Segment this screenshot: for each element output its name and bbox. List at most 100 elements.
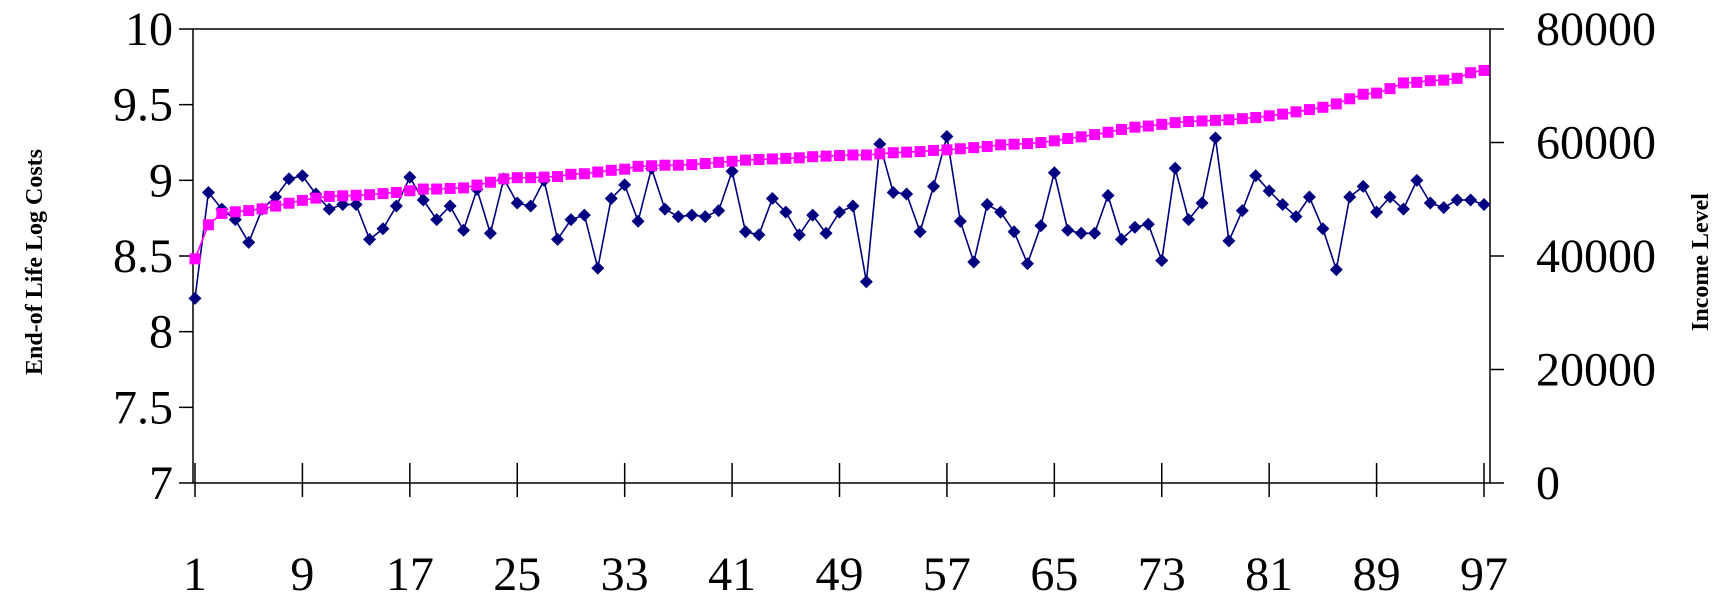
cost-point — [443, 199, 457, 213]
income-point — [1035, 137, 1047, 148]
income-point — [726, 155, 738, 167]
income-point — [740, 154, 752, 166]
cost-point — [1329, 263, 1343, 277]
cost-point — [269, 190, 283, 204]
cost-point — [819, 226, 833, 240]
income-point — [296, 194, 308, 206]
cost-point — [564, 213, 578, 227]
cost-point — [779, 205, 793, 219]
cost-point — [510, 196, 524, 210]
income-point — [699, 157, 711, 169]
cost-point — [1020, 257, 1034, 271]
income-point — [1008, 138, 1020, 150]
cost-point — [1208, 131, 1222, 145]
cost-point — [430, 213, 444, 227]
income-point — [968, 142, 980, 154]
income-point — [780, 152, 792, 164]
income-point — [860, 149, 872, 161]
series-layer — [188, 64, 1491, 305]
income-point — [1209, 114, 1221, 126]
y-tick-label: 9.5 — [113, 79, 173, 132]
cost-point — [833, 205, 846, 219]
income-point — [552, 171, 564, 183]
income-point — [417, 183, 429, 195]
income-point — [1424, 75, 1436, 87]
income-point — [1183, 116, 1195, 128]
income-point — [189, 253, 201, 265]
cost-point — [1477, 198, 1491, 212]
cost-point — [1155, 254, 1169, 268]
income-point — [927, 144, 939, 156]
y-tick-label: 8.5 — [113, 230, 173, 283]
y2-tick-label: 40000 — [1536, 230, 1656, 283]
x-tick-label: 17 — [386, 548, 434, 593]
income-point — [404, 185, 416, 197]
x-tick-label: 9 — [290, 548, 314, 593]
cost-point — [792, 228, 806, 242]
cost-point — [953, 214, 967, 228]
cost-point — [1101, 188, 1115, 202]
income-point — [941, 144, 953, 156]
cost-point — [1195, 196, 1209, 210]
income-point — [807, 151, 819, 163]
income-point — [256, 203, 268, 215]
x-tick-label: 49 — [816, 548, 864, 593]
income-point — [820, 150, 832, 162]
income-point — [498, 173, 510, 185]
income-point — [1169, 117, 1181, 129]
income-point — [954, 143, 966, 155]
cost-point — [886, 185, 900, 199]
cost-point — [1410, 173, 1424, 187]
income-point — [1290, 106, 1302, 118]
cost-point — [658, 202, 672, 216]
income-point — [1129, 121, 1141, 133]
income-point — [350, 189, 362, 201]
income-point — [887, 147, 899, 159]
cost-point — [752, 228, 766, 242]
cost-point — [1450, 193, 1464, 207]
income-point — [229, 206, 241, 218]
cost-point — [940, 129, 954, 143]
income-point — [753, 154, 765, 166]
cost-point — [913, 225, 927, 239]
cost-point — [188, 291, 202, 305]
cost-point — [698, 210, 712, 224]
cost-point — [1356, 179, 1370, 193]
income-point — [337, 190, 349, 202]
cost-point — [376, 222, 390, 236]
x-tick-label: 89 — [1353, 548, 1401, 593]
cost-point — [1235, 204, 1249, 218]
income-point — [1277, 108, 1289, 120]
income-point — [1075, 131, 1087, 143]
income-point — [1021, 138, 1033, 150]
cost-point — [1437, 201, 1451, 215]
y2-tick-label: 0 — [1536, 457, 1560, 510]
cost-point — [1396, 202, 1410, 216]
income-point — [458, 182, 470, 194]
cost-point — [1383, 190, 1397, 204]
cost-point — [685, 208, 699, 222]
cost-point — [1128, 220, 1142, 234]
cost-point — [1047, 166, 1061, 180]
income-point — [1250, 112, 1262, 124]
cost-point — [873, 137, 887, 151]
income-point — [901, 146, 913, 158]
cost-point — [604, 191, 618, 205]
cost-point — [483, 226, 497, 240]
cost-point — [416, 193, 430, 207]
income-point — [1411, 76, 1423, 88]
income-point — [1384, 83, 1396, 95]
cost-point — [591, 261, 605, 275]
income-point — [1357, 88, 1369, 100]
cost-point — [712, 204, 726, 218]
income-point — [1478, 64, 1490, 76]
y-tick-label: 7.5 — [113, 381, 173, 434]
income-point — [1236, 113, 1248, 125]
cost-point — [577, 208, 591, 222]
cost-point — [1423, 196, 1437, 210]
x-tick-label: 73 — [1138, 548, 1186, 593]
x-tick-label: 97 — [1460, 548, 1508, 593]
cost-point — [1114, 232, 1128, 246]
cost-point — [295, 169, 309, 183]
